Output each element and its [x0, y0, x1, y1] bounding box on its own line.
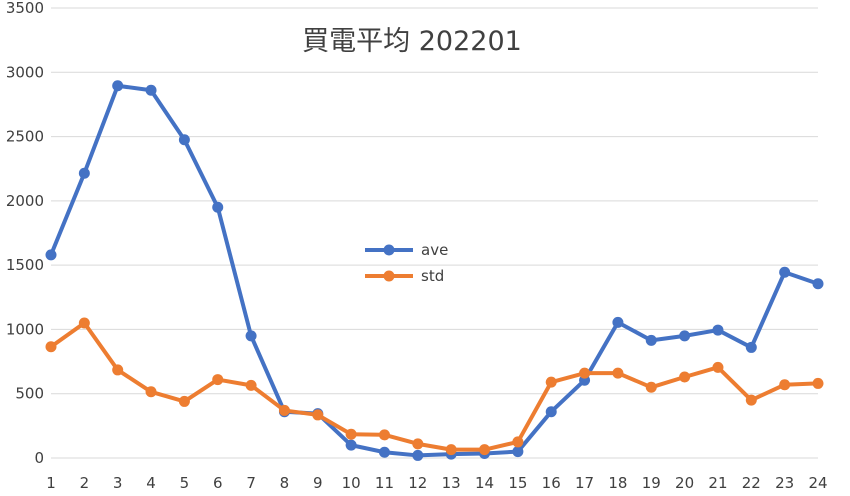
data-point-ave	[78, 167, 90, 179]
data-point-ave	[245, 330, 257, 342]
x-tick-label: 17	[575, 474, 594, 492]
data-point-std	[745, 394, 757, 406]
series-group	[45, 80, 824, 461]
y-tick-label: 3000	[6, 63, 44, 81]
data-point-std	[779, 379, 791, 391]
data-point-ave	[545, 406, 557, 418]
data-point-std	[245, 379, 257, 391]
legend-label: std	[421, 267, 444, 285]
data-point-ave	[679, 330, 691, 342]
data-point-ave	[45, 249, 57, 261]
x-tick-label: 22	[742, 474, 761, 492]
data-point-std	[345, 428, 357, 440]
x-tick-label: 19	[642, 474, 661, 492]
data-point-ave	[412, 449, 424, 461]
data-point-ave	[112, 80, 124, 92]
x-tick-label: 20	[675, 474, 694, 492]
x-tick-label: 5	[180, 474, 190, 492]
x-tick-label: 14	[475, 474, 494, 492]
x-tick-label: 9	[313, 474, 323, 492]
data-point-std	[112, 364, 124, 376]
data-point-std	[412, 438, 424, 450]
x-tick-label: 3	[113, 474, 123, 492]
x-tick-label: 4	[146, 474, 156, 492]
y-axis-ticks: 0 500 1000 1500 2000 2500 3000 3500	[6, 0, 44, 467]
data-point-std	[278, 404, 290, 416]
y-tick-label: 1000	[6, 320, 44, 338]
y-tick-label: 2500	[6, 128, 44, 146]
data-point-std	[45, 341, 57, 353]
data-point-ave	[645, 334, 657, 346]
y-tick-label: 1500	[6, 256, 44, 274]
x-tick-label: 7	[246, 474, 256, 492]
data-point-std	[712, 361, 724, 373]
y-tick-label: 0	[34, 449, 44, 467]
legend-label: ave	[421, 241, 448, 259]
x-tick-label: 12	[408, 474, 427, 492]
data-point-ave	[812, 278, 824, 290]
x-axis-ticks: 1 2 3 4 5 6 7 8 9 10 11 12 13 14 15 16 17 18 19 20 21 22 23 24	[46, 474, 827, 492]
x-tick-label: 18	[608, 474, 627, 492]
data-point-ave	[178, 134, 190, 146]
data-point-ave	[145, 84, 157, 96]
x-tick-label: 21	[708, 474, 727, 492]
x-tick-label: 16	[542, 474, 561, 492]
data-point-ave	[512, 446, 524, 458]
data-point-std	[212, 374, 224, 386]
data-point-std	[312, 409, 324, 421]
x-tick-label: 11	[375, 474, 394, 492]
data-point-std	[78, 317, 90, 329]
data-point-std	[145, 386, 157, 398]
y-tick-label: 2000	[6, 192, 44, 210]
data-point-std	[479, 444, 491, 456]
data-point-std	[512, 436, 524, 448]
x-tick-label: 10	[342, 474, 361, 492]
data-point-ave	[345, 439, 357, 451]
x-tick-label: 15	[508, 474, 527, 492]
data-point-ave	[612, 316, 624, 328]
data-point-std	[545, 376, 557, 388]
series-line-ave	[49, 83, 820, 458]
data-point-std	[178, 395, 190, 407]
legend: ave std	[365, 241, 448, 285]
legend-swatch-marker	[383, 270, 395, 282]
x-tick-label: 2	[80, 474, 90, 492]
x-tick-label: 6	[213, 474, 223, 492]
legend-swatch-marker	[383, 244, 395, 256]
data-point-ave	[712, 324, 724, 336]
data-point-std	[612, 367, 624, 379]
data-point-std	[579, 367, 591, 379]
data-point-ave	[212, 201, 224, 213]
series-line-std	[49, 321, 820, 452]
chart-title: 買電平均 202201	[302, 26, 522, 57]
y-tick-label: 500	[15, 385, 44, 403]
data-point-std	[645, 381, 657, 393]
data-point-std	[378, 429, 390, 441]
data-point-ave	[779, 266, 791, 278]
x-tick-label: 1	[46, 474, 56, 492]
series-std	[45, 317, 824, 456]
x-tick-label: 13	[442, 474, 461, 492]
data-point-std	[812, 377, 824, 389]
data-point-ave	[745, 341, 757, 353]
data-point-std	[679, 371, 691, 383]
x-tick-label: 24	[808, 474, 827, 492]
x-tick-label: 23	[775, 474, 794, 492]
data-point-ave	[378, 446, 390, 458]
gridlines	[51, 7, 818, 459]
data-point-std	[445, 444, 457, 456]
x-tick-label: 8	[280, 474, 290, 492]
y-tick-label: 3500	[6, 0, 44, 17]
